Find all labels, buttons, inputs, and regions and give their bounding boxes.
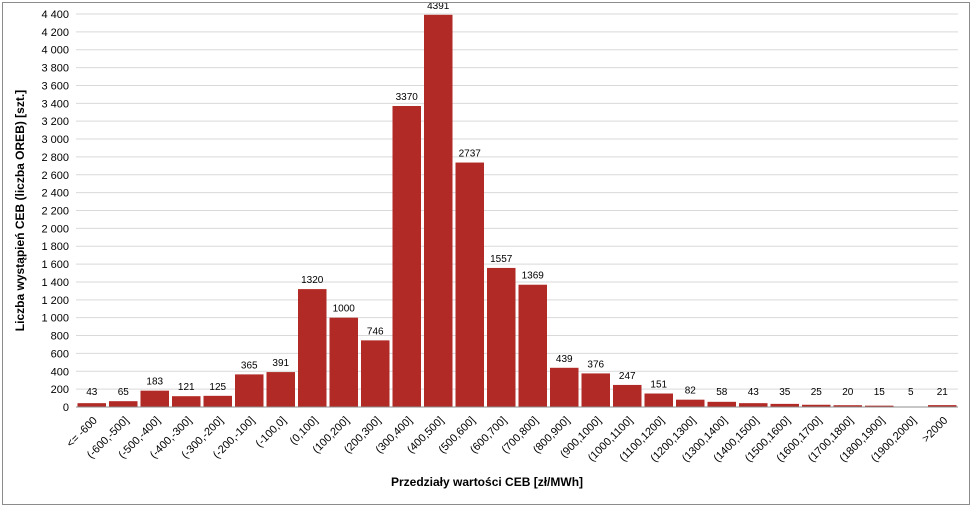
y-tick-label: 200 <box>51 384 69 396</box>
y-tick-label: 4 200 <box>41 27 69 39</box>
data-label: 376 <box>587 359 604 370</box>
bar <box>833 405 862 407</box>
data-label: 43 <box>748 387 760 398</box>
y-tick-label: 1 600 <box>41 259 69 271</box>
data-label: 439 <box>556 354 573 365</box>
bar <box>424 14 453 407</box>
bar <box>550 367 579 407</box>
bar-chart: 0 200 400 600 800 1 000 1 200 1 400 1 600 1 800 2 … <box>13 3 958 489</box>
data-labels: 43 65 183 121 125 365 391 1320 1000 746 3370 4391 27… <box>86 3 948 398</box>
data-label: 20 <box>842 387 854 398</box>
bar <box>644 393 673 407</box>
data-label: 43 <box>86 387 98 398</box>
data-label: 21 <box>937 387 949 398</box>
y-tick-label: 2 000 <box>41 223 69 235</box>
y-tick-label: 2 400 <box>41 188 69 200</box>
y-tick-label: 1 800 <box>41 241 69 253</box>
bar <box>172 396 201 407</box>
y-tick-label: 600 <box>51 348 69 360</box>
data-label: 746 <box>367 326 384 337</box>
data-label: 365 <box>241 360 258 371</box>
bar <box>487 267 516 407</box>
y-tick-label: 1 400 <box>41 277 69 289</box>
y-tick-label: 3 200 <box>41 116 69 128</box>
y-tick-label: 400 <box>51 366 69 378</box>
bar <box>329 317 358 407</box>
bar <box>770 403 799 407</box>
data-label: 5 <box>908 387 914 398</box>
bar <box>109 401 138 407</box>
data-label: 3370 <box>396 92 419 103</box>
gridlines <box>76 13 958 390</box>
bar <box>361 340 390 407</box>
bar <box>266 372 295 407</box>
data-label: 35 <box>779 387 791 398</box>
bar <box>518 284 547 407</box>
data-label: 125 <box>209 382 226 393</box>
y-tick-label: 4 000 <box>41 45 69 57</box>
y-tick-label: 4 400 <box>41 9 69 21</box>
data-label: 391 <box>272 358 289 369</box>
y-tick-label: 3 400 <box>41 98 69 110</box>
y-tick-label: 3 600 <box>41 80 69 92</box>
bar <box>203 395 232 407</box>
y-tick-label: 2 200 <box>41 206 69 218</box>
x-tick-label: (-100,0] <box>254 415 289 450</box>
bar <box>235 374 264 407</box>
y-tick-label: 0 <box>63 402 69 414</box>
y-tick-label: 1 000 <box>41 313 69 325</box>
data-label: 1000 <box>333 304 356 315</box>
data-label: 183 <box>146 377 163 388</box>
bar <box>77 403 106 407</box>
bar <box>298 289 327 407</box>
data-label: 4391 <box>427 3 450 12</box>
data-label: 2737 <box>459 149 482 160</box>
bars <box>77 14 957 407</box>
y-tick-label: 800 <box>51 331 69 343</box>
data-label: 121 <box>178 382 195 393</box>
y-tick-label: 2 600 <box>41 170 69 182</box>
bar <box>455 162 484 407</box>
bar <box>676 399 705 407</box>
bar <box>140 390 169 407</box>
data-label: 58 <box>716 387 728 398</box>
x-axis-title: Przedziały wartości CEB [zł/MWh] <box>391 475 583 489</box>
bar <box>739 403 768 407</box>
data-label: 15 <box>874 387 886 398</box>
y-axis-ticks: 0 200 400 600 800 1 000 1 200 1 400 1 600 1 800 2 … <box>41 9 69 414</box>
data-label: 247 <box>619 371 636 382</box>
chart-frame: 0 200 400 600 800 1 000 1 200 1 400 1 600 1 800 2 … <box>2 2 970 505</box>
bar <box>613 384 642 407</box>
x-axis-ticks: <= -600(-600,-500](-500,-400](-400,-300]… <box>65 415 951 465</box>
data-label: 65 <box>118 387 130 398</box>
bar <box>581 373 610 407</box>
bar <box>392 105 421 407</box>
bar <box>865 405 894 407</box>
x-tick-label: >2000 <box>920 415 950 445</box>
data-label: 151 <box>650 380 667 391</box>
y-tick-label: 3 000 <box>41 134 69 146</box>
y-tick-label: 2 800 <box>41 152 69 164</box>
bar <box>928 405 957 407</box>
y-tick-label: 1 200 <box>41 295 69 307</box>
data-label: 82 <box>685 386 697 397</box>
data-label: 25 <box>811 387 823 398</box>
y-axis-title: Liczba wystąpień CEB (liczba OREB) [szt.… <box>13 90 27 331</box>
data-label: 1369 <box>522 271 545 282</box>
data-label: 1557 <box>490 254 513 265</box>
data-label: 1320 <box>301 275 324 286</box>
bar <box>707 401 736 407</box>
y-tick-label: 3 800 <box>41 63 69 75</box>
bar <box>802 404 831 407</box>
